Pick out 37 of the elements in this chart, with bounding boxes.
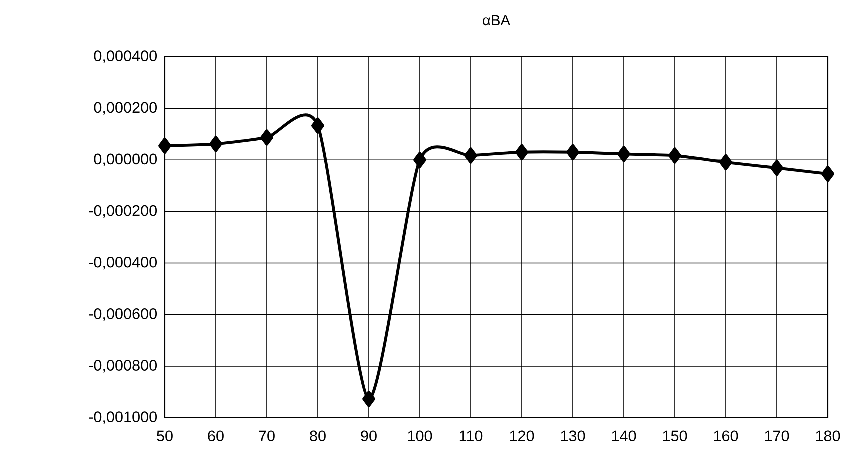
point (312, 118, 324, 134)
x-tick-label: 170 (765, 430, 790, 442)
point (566, 144, 580, 161)
x-tick-label: 120 (510, 430, 534, 442)
point (516, 144, 528, 161)
y-tick-label: -0,001000 (89, 412, 158, 424)
point (210, 136, 222, 152)
x-tick-label: 110 (460, 430, 483, 442)
x-tick-label: 70 (259, 430, 275, 442)
x-tick-label: 160 (714, 430, 738, 442)
point (414, 152, 426, 168)
y-tick-label: 0,000400 (94, 50, 158, 64)
y-tick-label: -0,000400 (89, 256, 158, 270)
x-tick-label: 130 (561, 430, 586, 442)
point (822, 166, 834, 182)
x-tick-label: 150 (663, 430, 688, 442)
y-tick-label: -0,000600 (89, 308, 158, 322)
chart-title: αBA (483, 15, 510, 26)
point (464, 148, 478, 164)
y-tick-label: -0,000800 (89, 360, 158, 373)
x-tick-label: 140 (612, 430, 636, 442)
y-tick-label: -0,000200 (89, 205, 158, 218)
point (770, 160, 784, 176)
x-tick-label: 60 (208, 430, 224, 442)
x-tick-label: 80 (310, 430, 326, 442)
x-tick-label: 90 (361, 430, 377, 442)
x-tick-label: 100 (408, 430, 432, 442)
x-tick-label: 50 (157, 430, 173, 442)
x-tick-label: 180 (816, 430, 840, 442)
point (720, 154, 732, 171)
point (362, 391, 376, 408)
point (618, 146, 630, 162)
point (668, 148, 682, 164)
y-tick-label: 0,000200 (94, 102, 158, 115)
point (260, 130, 274, 146)
point (158, 138, 172, 154)
y-tick-label: 0,000000 (94, 154, 158, 166)
